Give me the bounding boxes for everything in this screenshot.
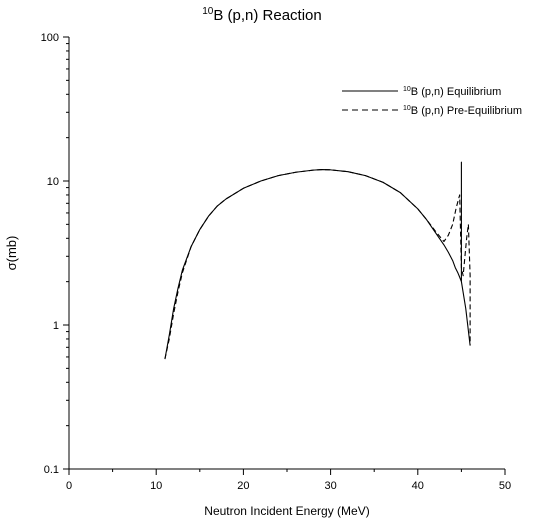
- plot-axes: [68, 37, 505, 470]
- series-line-equilibrium: [164, 161, 471, 360]
- series-lines: [164, 161, 471, 360]
- y-tick-label: 1: [53, 320, 59, 332]
- chart-title-superscript: 10: [202, 6, 214, 17]
- y-tick-label: 10: [47, 176, 59, 188]
- x-tick-label: 0: [66, 480, 72, 492]
- x-tick-label: 40: [412, 480, 424, 492]
- legend-label-equilibrium-sup: 10: [403, 86, 411, 93]
- legend-label-equilibrium: 10B (p,n) Equilibrium: [403, 86, 501, 98]
- x-axis-label: Neutron Incident Energy (MeV): [204, 504, 369, 518]
- legend-label-equilibrium-text: B (p,n) Equilibrium: [411, 86, 501, 98]
- legend-label-pre-equilibrium: 10B (p,n) Pre-Equilibrium: [403, 105, 522, 117]
- series-line-pre-equilibrium: [164, 169, 471, 360]
- x-tick-label: 50: [499, 480, 511, 492]
- chart-title-text: B (p,n) Reaction: [213, 7, 321, 24]
- y-axis-label: σ(mb): [4, 236, 19, 271]
- x-tick-label: 30: [324, 480, 336, 492]
- y-tick-label: 0.1: [44, 464, 59, 476]
- chart-title: 10B (p,n) Reaction: [202, 6, 322, 24]
- axis-ticks: 0 10 20 30 40 50 0.1 1 10 100: [41, 32, 511, 492]
- x-tick-label: 20: [237, 480, 249, 492]
- y-tick-label: 100: [41, 32, 59, 44]
- legend-label-pre-equilibrium-text: B (p,n) Pre-Equilibrium: [411, 105, 522, 117]
- legend: 10B (p,n) Equilibrium 10B (p,n) Pre-Equi…: [342, 86, 522, 117]
- x-tick-label: 10: [150, 480, 162, 492]
- legend-label-pre-equilibrium-sup: 10: [403, 105, 411, 112]
